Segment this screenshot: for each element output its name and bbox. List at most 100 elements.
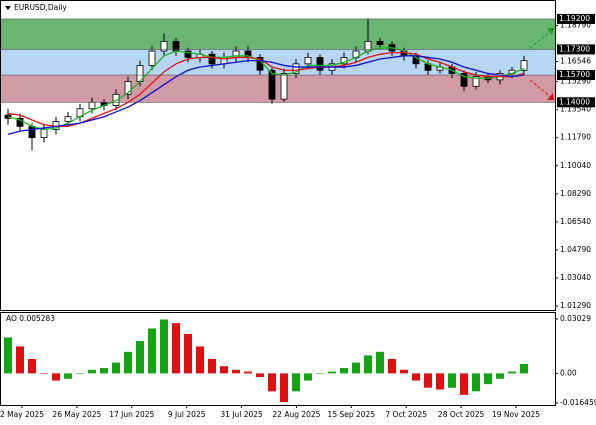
ao-bar — [388, 359, 396, 374]
level-label: 1.15700 — [559, 70, 590, 79]
ao-bar — [520, 363, 528, 374]
ma-line — [7, 51, 525, 127]
x-tick-label: 28 Oct 2025 — [438, 410, 485, 419]
candle-body — [280, 73, 288, 100]
ao-bar — [76, 373, 84, 374]
ao-bar — [496, 373, 504, 379]
candle-body — [292, 63, 300, 74]
level-box — [557, 97, 595, 108]
x-tick-label: 15 Sep 2025 — [328, 410, 376, 419]
y-tick-label: 1.18790 — [560, 21, 591, 30]
zone — [1, 75, 555, 103]
ao-bar — [172, 323, 180, 374]
zone — [1, 49, 555, 76]
ao-bar — [268, 373, 276, 392]
ao-bar — [256, 373, 264, 377]
arrow-down-head — [547, 93, 554, 100]
x-tick-label: 26 May 2025 — [52, 410, 101, 419]
x-tick-label: 17 Jun 2025 — [109, 410, 154, 419]
ao-bar — [100, 367, 108, 374]
ao-bar — [316, 373, 324, 374]
ao-bar — [220, 366, 228, 374]
x-tick-label: 7 Oct 2025 — [385, 410, 427, 419]
candle-body — [16, 117, 24, 127]
level-box — [557, 70, 595, 81]
ao-bar — [280, 373, 288, 403]
ao-bar — [292, 373, 300, 392]
ao-bar — [400, 369, 408, 374]
ao-bar — [352, 362, 360, 374]
ao-bar — [88, 369, 96, 374]
zone — [1, 18, 555, 50]
ao-bar — [52, 373, 60, 381]
price-frame — [0, 0, 556, 311]
x-tick-label: 22 Aug 2025 — [272, 410, 320, 419]
y-tick-label: 1.13540 — [560, 105, 591, 114]
ao-bar — [148, 328, 156, 374]
chart-title: EURUSD,Daily — [14, 3, 67, 12]
ao-bar — [424, 373, 432, 388]
candle-body — [316, 57, 324, 71]
plot — [4, 18, 528, 151]
x-tick-label: 19 Nov 2025 — [492, 410, 540, 419]
level-box — [557, 13, 595, 24]
level-label: 1.19200 — [559, 14, 590, 23]
ao-bar — [460, 373, 468, 395]
ao-bar — [124, 351, 132, 374]
ao-bar — [484, 373, 492, 385]
candle-body — [208, 53, 216, 65]
candle-body — [88, 101, 96, 110]
y-tick-label: 1.08290 — [560, 189, 591, 198]
ao-bar — [4, 337, 12, 374]
ao-bar — [472, 373, 480, 392]
candle-body — [472, 76, 480, 87]
y-tick-label: 1.11790 — [560, 133, 591, 142]
level-label: 1.17300 — [559, 44, 590, 53]
ao-bar — [160, 319, 168, 374]
x-tick-label: 2 May 2025 — [0, 410, 44, 419]
candle-body — [268, 69, 276, 100]
ao-bar — [16, 346, 24, 374]
ao-bar — [208, 359, 216, 374]
ao-label: AO 0.005283 — [6, 314, 55, 323]
candle-body — [28, 125, 36, 138]
symbol-menu[interactable] — [5, 6, 11, 10]
ao-bar — [64, 373, 72, 379]
ao-tick-label: 0.03029 — [560, 314, 591, 323]
ao-bar — [412, 373, 420, 381]
ao-bar — [40, 373, 48, 374]
candle-body — [64, 116, 72, 122]
y-tick-label: 1.16546 — [560, 56, 591, 65]
level-box — [557, 44, 595, 55]
ma-line — [7, 55, 525, 135]
zones — [1, 18, 555, 103]
candle-body — [460, 73, 468, 87]
ao-bar — [112, 362, 120, 374]
ma-line — [7, 47, 525, 131]
x-tick-label: 9 Jul 2025 — [168, 410, 206, 419]
ao-bar — [244, 371, 252, 374]
candle-body — [520, 60, 528, 71]
candle-body — [160, 40, 168, 52]
ao-bar — [448, 373, 456, 388]
candle-body — [304, 57, 312, 65]
ao-bar — [196, 346, 204, 374]
ao-bar — [28, 359, 36, 374]
ao-bar — [184, 333, 192, 374]
ao-frame — [0, 312, 556, 406]
y-tick-label: 1.15290 — [560, 77, 591, 86]
ao-tick-label: -0.016459 — [560, 398, 596, 407]
candle-body — [40, 129, 48, 138]
ao-bar — [328, 371, 336, 374]
y-tick-label: 1.03040 — [560, 273, 591, 282]
ao-bar — [376, 351, 384, 374]
ao-bar — [304, 373, 312, 381]
ao-bar — [508, 371, 516, 374]
candle-body — [124, 81, 132, 95]
y-tick-label: 1.10040 — [560, 161, 591, 170]
arrow-up-head — [547, 28, 554, 35]
ao-bar — [364, 355, 372, 374]
y-tick-label: 1.04790 — [560, 245, 591, 254]
ao-bar — [340, 367, 348, 374]
